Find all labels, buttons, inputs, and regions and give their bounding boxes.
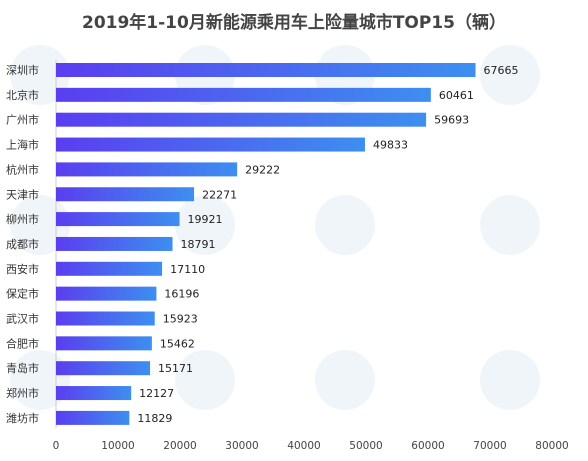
value-label: 15462 xyxy=(160,337,195,350)
category-label: 西安市 xyxy=(6,262,39,276)
category-label: 上海市 xyxy=(6,138,39,152)
bars-layer xyxy=(56,63,476,425)
category-label: 杭州市 xyxy=(6,162,39,176)
category-label: 柳州市 xyxy=(6,212,39,226)
x-tick-label: 60000 xyxy=(411,440,444,452)
bar xyxy=(56,137,365,152)
bar xyxy=(56,112,427,127)
value-label: 17110 xyxy=(170,263,205,276)
value-label: 60461 xyxy=(439,89,474,102)
chart-title: 2019年1-10月新能源乘用车上险量城市TOP15（辆） xyxy=(81,13,507,33)
bar xyxy=(56,311,155,326)
bar xyxy=(56,187,195,202)
value-label: 67665 xyxy=(484,64,519,77)
category-label: 武汉市 xyxy=(6,312,39,326)
x-tick-label: 70000 xyxy=(473,440,506,452)
bar xyxy=(56,236,173,251)
category-label: 郑州市 xyxy=(6,386,39,400)
value-label: 19921 xyxy=(188,213,223,226)
x-tick-label: 80000 xyxy=(535,440,568,452)
value-label: 22271 xyxy=(202,188,237,201)
value-label: 49833 xyxy=(373,139,408,152)
category-label: 成都市 xyxy=(6,237,39,251)
category-labels: 深圳市北京市广州市上海市杭州市天津市柳州市成都市西安市保定市武汉市合肥市青岛市郑… xyxy=(6,63,39,425)
value-label: 29222 xyxy=(245,163,280,176)
category-label: 保定市 xyxy=(6,287,39,301)
x-tick-label: 10000 xyxy=(101,440,134,452)
bar xyxy=(56,212,180,227)
value-label: 15923 xyxy=(163,313,198,326)
value-label: 59693 xyxy=(434,114,469,127)
category-label: 青岛市 xyxy=(6,361,39,375)
x-tick-label: 30000 xyxy=(225,440,258,452)
bar xyxy=(56,336,152,351)
value-label: 11829 xyxy=(137,412,172,425)
bar xyxy=(56,386,132,401)
value-labels: 67665 60461 59693 49833 29222 22271 19921 18791… xyxy=(137,64,518,425)
category-label: 深圳市 xyxy=(6,63,39,77)
bar xyxy=(56,361,151,376)
category-label: 潍坊市 xyxy=(6,411,39,425)
category-label: 合肥市 xyxy=(6,336,39,350)
x-tick-label: 40000 xyxy=(287,440,320,452)
x-tick-label: 20000 xyxy=(163,440,196,452)
bar xyxy=(56,162,238,177)
value-label: 16196 xyxy=(164,288,199,301)
value-label: 18791 xyxy=(181,238,216,251)
bar xyxy=(56,410,130,425)
x-tick-label: 50000 xyxy=(349,440,382,452)
bar xyxy=(56,261,163,276)
value-label: 12127 xyxy=(139,387,174,400)
category-label: 北京市 xyxy=(6,88,39,102)
bar xyxy=(56,87,431,102)
value-label: 15171 xyxy=(158,362,193,375)
bar xyxy=(56,286,157,301)
bar xyxy=(56,63,476,77)
x-tick-label: 0 xyxy=(53,440,60,452)
category-label: 天津市 xyxy=(6,187,39,201)
category-label: 广州市 xyxy=(6,113,39,127)
x-axis-ticks: 0 10000 20000 30000 40000 50000 60000 70000 8000… xyxy=(53,440,569,452)
